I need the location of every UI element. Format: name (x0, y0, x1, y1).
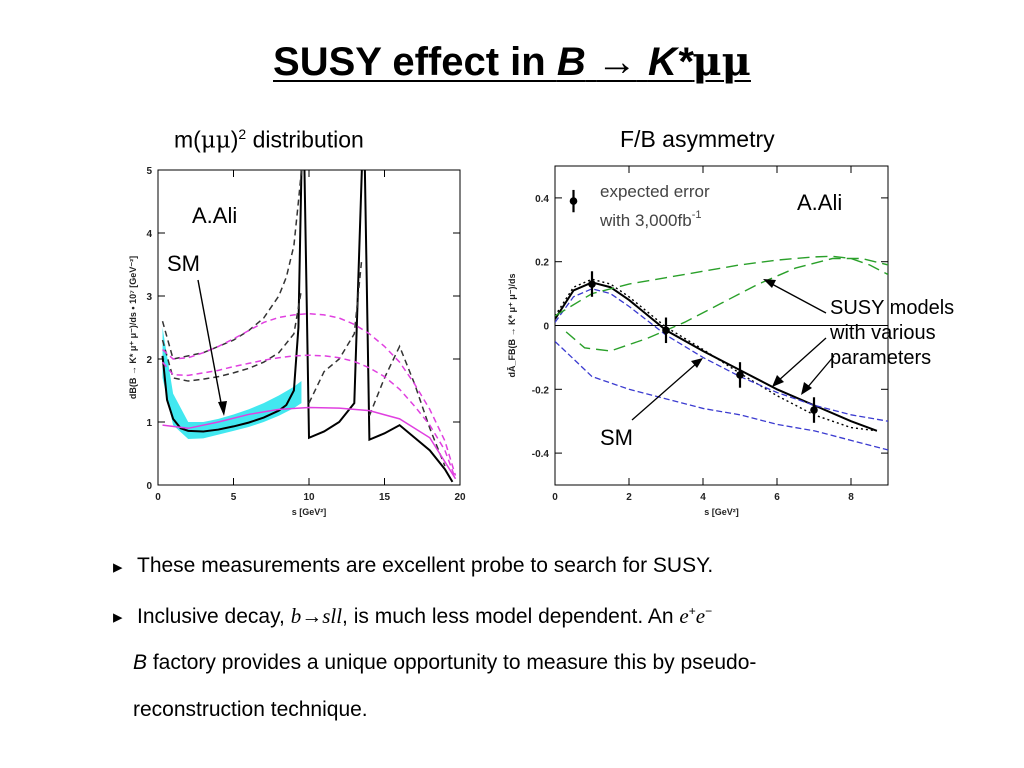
susy-curve (555, 255, 888, 317)
left-sm-arrow (197, 279, 223, 409)
bullet-2-em: e (695, 604, 706, 628)
x-tick-label: 2 (626, 492, 632, 503)
susy-curve (161, 354, 457, 479)
y-tick-label: 0.4 (535, 194, 549, 205)
susy-arrow-2 (777, 337, 827, 382)
left-x-axis-label: s [GeV²] (292, 507, 327, 517)
title-kstar: K* (647, 40, 693, 84)
error-legend-line1: expected error (600, 182, 710, 201)
susy-arrow-1 (769, 282, 827, 314)
y-tick-label: 3 (146, 292, 152, 303)
susy-note-line-3: parameters (830, 347, 932, 369)
title-mumu: μμ (692, 38, 751, 85)
left-subtitle: m(μμ)2 distribution (174, 126, 364, 154)
y-tick-label: 5 (146, 166, 152, 177)
left-subtitle-mumu: μμ (200, 127, 231, 154)
susy-curve (162, 406, 457, 480)
left-y-axis-label: dB(B → K* μ⁺ μ⁻)/ds • 10⁷ [GeV⁻²] (128, 256, 138, 399)
bullet-2-em-sup: − (705, 604, 713, 618)
data-point (662, 326, 670, 335)
x-tick-label: 10 (303, 492, 315, 503)
y-tick-label: -0.4 (532, 449, 550, 460)
sm-curve (303, 170, 363, 440)
bullet-1-text: These measurements are excellent probe t… (137, 554, 714, 577)
susy-arrowhead-3 (801, 382, 812, 395)
bullet-2-line-2: B factory provides a unique opportunity … (133, 651, 756, 675)
y-tick-label: 4 (146, 229, 152, 240)
susy-arrow-3 (806, 355, 835, 389)
x-tick-label: 0 (552, 492, 558, 503)
y-tick-label: 2 (146, 355, 152, 366)
bullet-2-b: b (290, 604, 302, 628)
x-tick-label: 15 (379, 492, 391, 503)
error-legend-line2-text: with 3,000fb (599, 211, 692, 230)
bullet-2-post: , is much less model dependent. An (342, 605, 680, 628)
x-tick-label: 4 (700, 492, 706, 503)
x-tick-label: 6 (774, 492, 780, 503)
bullet-2-line2-text: factory provides a unique opportunity to… (147, 651, 757, 674)
left-author-label: A.Ali (192, 203, 237, 228)
title-b: B (556, 40, 586, 84)
bullet-2-sll: sll (322, 604, 343, 628)
error-legend-sup: -1 (692, 209, 702, 221)
x-tick-label: 5 (231, 492, 237, 503)
right-y-axis-label: dĀ_FB(B → K* μ⁺ μ⁻)/ds (507, 273, 517, 377)
right-author-label: A.Ali (797, 190, 842, 215)
susy-note-line-2: with various (830, 322, 936, 344)
bullet-icon: ▸ (113, 557, 123, 578)
y-tick-label: 0.2 (535, 258, 549, 269)
left-subtitle-post: ) (230, 126, 239, 153)
susy-curve (368, 344, 446, 467)
slide-title: SUSY effect in B → K*μμ (0, 38, 1024, 85)
y-tick-label: 0 (146, 481, 152, 492)
title-arrow: → (596, 40, 637, 84)
data-point (588, 280, 596, 288)
y-tick-label: -0.2 (532, 385, 550, 396)
bullet-2-ep-sup: + (688, 604, 696, 618)
y-tick-label: 0 (543, 322, 549, 333)
left-subtitle-sup: 2 (238, 126, 247, 142)
susy-note-line-1: SUSY models (830, 297, 955, 319)
left-subtitle-rest: distribution (246, 126, 364, 153)
data-point (736, 371, 744, 379)
susy-curve (308, 258, 363, 404)
susy-arrowhead-1 (763, 279, 776, 288)
data-point (810, 406, 818, 414)
bullet-icon: ▸ (113, 607, 123, 628)
bullet-2-line-1: Inclusive decay, b→sll, is much less mod… (137, 604, 712, 629)
susy-curve (555, 340, 888, 451)
right-sm-arrow (631, 362, 698, 421)
susy-curve (161, 289, 303, 382)
susy-curve (555, 288, 888, 422)
left-sm-arrowhead (218, 401, 227, 416)
bullet-2-arrow: → (301, 605, 323, 628)
susy-curve (162, 312, 457, 476)
error-legend-line2: with 3,000fb-1 (599, 209, 701, 230)
legend-data-point (569, 197, 578, 205)
bullet-2-pre: Inclusive decay, (137, 605, 291, 628)
x-tick-label: 20 (454, 492, 466, 503)
y-tick-label: 1 (146, 418, 152, 429)
title-prefix: SUSY effect in (273, 40, 557, 84)
bullet-2-line2-b: B (133, 651, 148, 674)
sm-curve (363, 170, 454, 483)
right-x-axis-label: s [GeV²] (704, 507, 739, 517)
susy-models-note: SUSY models with various parameters (830, 296, 954, 371)
bullet-2-ep: e (679, 604, 689, 628)
right-sm-label: SM (600, 425, 633, 450)
right-sm-arrowhead (691, 358, 703, 368)
left-subtitle-pre: m( (174, 126, 201, 153)
susy-curve (565, 257, 888, 352)
susy-arrowhead-2 (772, 375, 784, 387)
right-subtitle: F/B asymmetry (620, 126, 775, 152)
left-sm-label: SM (167, 251, 200, 276)
susy-curve (555, 278, 877, 432)
bullet-2-line-3: reconstruction technique. (133, 698, 368, 721)
sm-curve (161, 170, 303, 433)
x-tick-label: 0 (155, 492, 161, 503)
x-tick-label: 8 (848, 492, 854, 503)
